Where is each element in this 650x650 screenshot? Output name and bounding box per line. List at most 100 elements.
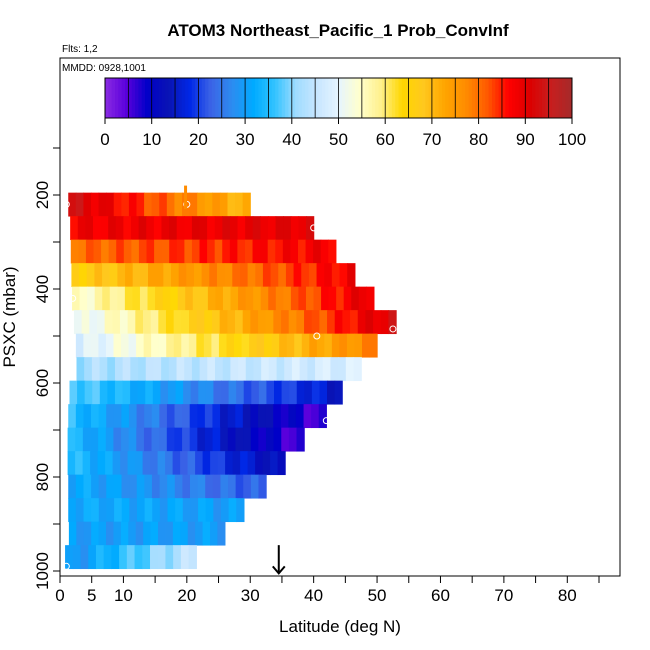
heatmap-cell	[98, 474, 107, 499]
colorbar-swatch	[385, 78, 390, 118]
heatmap-cell	[136, 192, 145, 217]
heatmap-cell	[336, 286, 345, 311]
heatmap-cell	[120, 451, 129, 476]
heatmap-cell	[83, 192, 92, 217]
heatmap-cell	[187, 451, 196, 476]
heatmap-cell	[322, 357, 332, 382]
heatmap-cell	[151, 474, 161, 499]
heatmap-cell	[328, 239, 337, 264]
heatmap-cell	[276, 357, 285, 382]
heatmap-cell	[148, 263, 157, 288]
heatmap-cell	[235, 474, 244, 499]
heatmap-cell	[121, 404, 130, 429]
colorbar-swatch	[478, 78, 483, 118]
plot-frame	[59, 57, 621, 577]
heatmap-row	[68, 474, 267, 499]
colorbar-swatch	[175, 78, 179, 118]
heatmap-cell	[87, 286, 96, 311]
heatmap-cell	[238, 286, 247, 311]
colorbar-swatch	[328, 78, 333, 118]
heatmap-cell	[91, 474, 100, 499]
colorbar-swatch	[381, 78, 386, 118]
colorbar-swatch	[215, 78, 219, 118]
heatmap-cell	[129, 498, 138, 523]
heatmap-cell	[169, 216, 178, 241]
heatmap-cell	[92, 216, 102, 241]
heatmap-cell	[233, 333, 243, 358]
heatmap-cell	[91, 521, 100, 546]
heatmap-cell	[319, 310, 328, 335]
heatmap-cell	[345, 357, 355, 382]
colorbar-swatch	[361, 78, 366, 118]
chart-subtitle: Flts: 1,2	[62, 44, 98, 55]
heatmap-cell	[247, 451, 256, 476]
heatmap-cell	[255, 451, 264, 476]
heatmap-cell	[75, 498, 85, 523]
colorbar-swatch	[485, 78, 490, 118]
x-tick-label: 50	[368, 586, 387, 605]
heatmap-cell	[215, 286, 224, 311]
heatmap-cell	[228, 380, 237, 405]
heatmap-cell	[330, 357, 339, 382]
heatmap-cell	[165, 521, 174, 546]
colorbar-swatch	[211, 78, 216, 118]
heatmap-cell	[342, 310, 351, 335]
colorbar-tick-label: 0	[100, 130, 109, 149]
heatmap-cell	[236, 380, 245, 405]
heatmap-cell	[334, 380, 343, 405]
heatmap-cell	[239, 263, 249, 288]
heatmap-cell	[155, 263, 164, 288]
heatmap-row	[67, 427, 305, 452]
heatmap-cell	[161, 216, 170, 241]
heatmap-cell	[279, 333, 288, 358]
heatmap-cell	[159, 404, 168, 429]
heatmap-cell	[260, 239, 269, 264]
heatmap-cell	[311, 380, 321, 405]
heatmap-row	[69, 380, 343, 405]
heatmap-cell	[83, 521, 92, 546]
heatmap-cell	[130, 357, 139, 382]
heatmap-cell	[153, 216, 163, 241]
heatmap-cell	[245, 357, 255, 382]
heatmap-cell	[172, 451, 181, 476]
y-tick-label: 800	[33, 463, 52, 491]
heatmap-cell	[262, 451, 271, 476]
colorbar-swatch	[545, 78, 550, 118]
colorbar-swatch	[525, 78, 530, 118]
colorbar-tick-label: 80	[469, 130, 488, 149]
flight-marker	[62, 562, 70, 570]
colorbar: 0 10 20 30 40 50 60 70 80 90 100	[100, 77, 586, 149]
colorbar-swatch	[285, 78, 289, 118]
colorbar-swatch	[368, 78, 373, 118]
colorbar-swatch	[481, 78, 486, 118]
heatmap-cell	[258, 427, 267, 452]
heatmap-cell	[68, 474, 77, 499]
heatmap-row	[75, 333, 378, 358]
heatmap-cell	[388, 310, 397, 335]
heatmap-cell	[92, 380, 101, 405]
colorbar-swatch	[475, 78, 480, 118]
heatmap-cell	[244, 239, 254, 264]
colorbar-swatch	[538, 78, 543, 118]
heatmap-cell	[104, 310, 113, 335]
colorbar-swatch	[515, 78, 520, 118]
heatmap-cell	[204, 404, 214, 429]
colorbar-swatch	[421, 78, 426, 118]
heatmap-cell	[142, 310, 152, 335]
heatmap-cell	[114, 498, 123, 523]
colorbar-swatch	[205, 78, 209, 118]
heatmap-cell	[266, 380, 275, 405]
heatmap-cell	[107, 380, 116, 405]
colorbar-swatch	[208, 78, 213, 118]
heatmap-cell	[136, 404, 145, 429]
heatmap-cell	[170, 286, 179, 311]
heatmap-cell	[214, 216, 223, 241]
colorbar-swatch	[105, 78, 109, 118]
heatmap-row	[70, 216, 315, 241]
heatmap-cell	[296, 380, 305, 405]
heatmap-cell	[172, 521, 181, 546]
colorbar-swatch	[265, 78, 269, 118]
heatmap-cell	[155, 286, 164, 311]
heatmap-cell	[173, 310, 182, 335]
colorbar-swatch	[508, 78, 513, 118]
